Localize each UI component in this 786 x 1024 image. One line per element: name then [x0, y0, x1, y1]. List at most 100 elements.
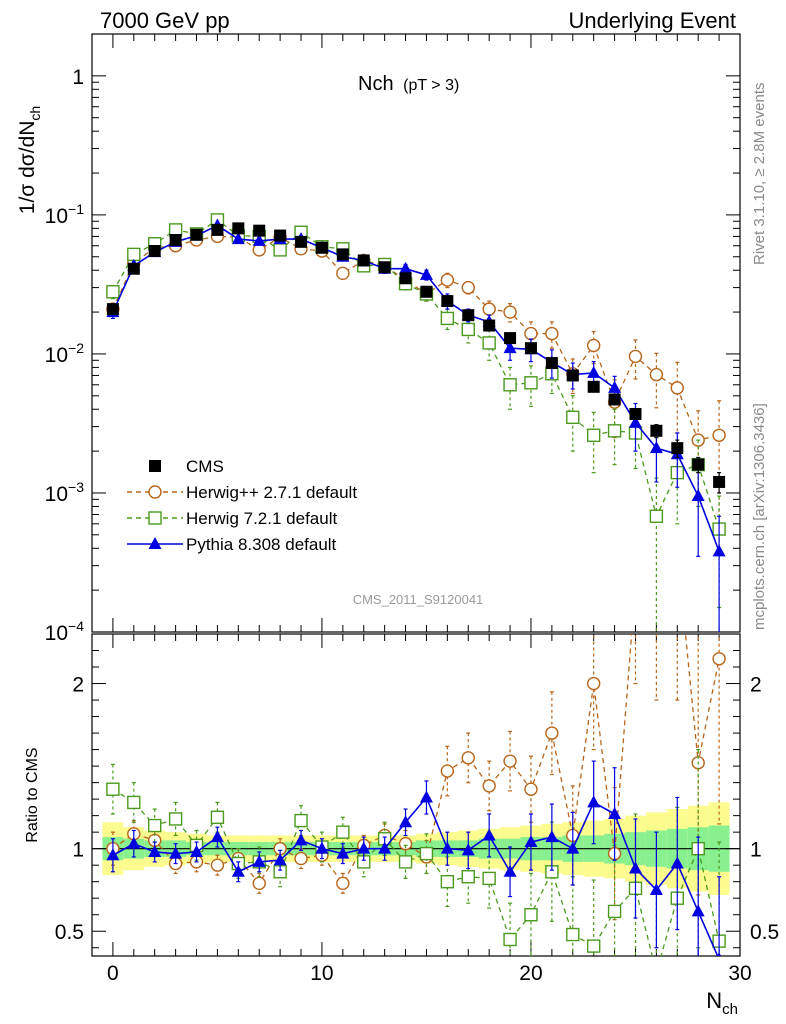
x-tick-label: 30: [728, 962, 751, 985]
main-herwig-2-7-1-default-point: [482, 302, 496, 316]
x-axis-label-main: N: [706, 988, 722, 1013]
main-cms-point: [462, 309, 475, 322]
analysis-watermark: CMS_2011_S9120041: [353, 592, 484, 607]
ratio-herwig-7-2-1-default-point: [461, 870, 475, 884]
main-pythia-8-308-default-point: [587, 365, 601, 378]
main-herwig-2-7-1-default-point: [670, 381, 684, 395]
ratio-herwig-7-2-1-default-point: [650, 967, 662, 979]
legend-marker: [149, 460, 161, 472]
plot-title: Nch (pT > 3): [358, 73, 459, 95]
rivet-version-label: Rivet 3.1.10, ≥ 2.8M events: [751, 83, 768, 266]
main-cms-point: [545, 357, 558, 370]
ratio-herwig-2-7-1-default-point: [586, 676, 601, 691]
ratio-pythia-8-308-default-point: [294, 833, 308, 846]
ratio-herwig-7-2-1-default-point: [106, 782, 120, 796]
ratio-herwig-2-7-1-default-point: [482, 779, 496, 793]
main-cms-point: [378, 261, 391, 274]
ratio-herwig-7-2-1-default-point: [524, 908, 538, 922]
ratio-pythia-8-308-default-point: [336, 846, 350, 859]
ratio-series-layer: [106, 545, 726, 979]
main-cms-point: [169, 233, 182, 246]
ratio-herwig-2-7-1-default-point: [461, 751, 475, 765]
ratio-pythia-8-308-default-point: [461, 843, 475, 856]
main-cms-point: [441, 295, 454, 308]
ratio-band-layer: [92, 802, 740, 895]
main-cms-point: [106, 303, 119, 316]
main-axis-ticks: 110−110−210−310−4: [45, 33, 741, 645]
main-y-tick-label-base: 1: [72, 66, 84, 89]
main-cms-point: [566, 369, 579, 382]
main-y-tick-label: 10−3: [45, 479, 85, 506]
ratio-pythia-8-308-default-point: [608, 806, 622, 819]
ratio-pythia-8-308-default-point: [649, 882, 663, 895]
ratio-herwig-2-7-1-default-point: [252, 876, 266, 891]
main-y-tick-label: 10−2: [45, 340, 85, 367]
ratio-herwig-7-2-1-default-point: [148, 818, 162, 833]
main-cms-point: [232, 222, 245, 235]
ratio-pythia-8-308-default-point: [399, 815, 413, 828]
ratio-herwig-2-7-1-default-point: [524, 782, 538, 796]
main-herwig-2-7-1-default-point: [712, 428, 726, 442]
ratio-pythia-8-308-default-point: [628, 861, 642, 874]
ratio-y-tick-label-right: 1: [750, 839, 762, 862]
x-tick-label: 10: [310, 962, 333, 985]
ratio-pythia-8-308-default-point: [670, 856, 684, 869]
main-cms-point: [587, 380, 600, 393]
legend-marker: [148, 511, 162, 525]
main-herwig-7-2-1-default-point: [106, 285, 120, 299]
main-cms-point: [127, 262, 140, 275]
main-plot-frame: [91, 33, 741, 633]
legend: CMS Herwig++ 2.7.1 default Herwig 7.2.1 de…: [127, 457, 357, 554]
ratio-pythia-8-308-default-point: [378, 841, 392, 854]
ratio-pythia-8-308-default-point: [210, 830, 224, 843]
main-cms-point: [253, 224, 266, 237]
ratio-pythia-8-308-default-point: [169, 846, 183, 859]
ratio-pythia-8-308-default-point: [524, 835, 538, 848]
header-left-label: 7000 GeV pp: [100, 8, 230, 33]
ratio-y-tick-label-right: 2: [750, 674, 762, 697]
main-herwig-2-7-1-default-point: [461, 280, 475, 295]
main-herwig-2-7-1-default-point: [586, 338, 601, 353]
main-y-tick-label-base: 10: [45, 344, 68, 367]
ratio-y-axis-label: Ratio to CMS: [24, 747, 41, 842]
main-pythia-8-308-default-point: [252, 233, 266, 246]
main-cms-point: [692, 458, 705, 471]
ratio-pythia-8-308-default-point: [357, 841, 371, 854]
main-pythia-8-308-default-point: [399, 261, 413, 274]
ratio-pythia-8-308-default-point: [717, 952, 722, 956]
main-pythia-8-308-default-point: [649, 441, 663, 454]
ratio-pythia-8-308-default-point: [691, 904, 705, 917]
ratio-herwig-2-7-1-default-point: [210, 858, 225, 872]
ratio-pythia-8-308-default-point: [587, 795, 601, 808]
ratio-y-tick-label-right: 0.5: [750, 921, 779, 944]
plot-title-sub: (pT > 3): [403, 77, 459, 94]
legend-label: Herwig 7.2.1 default: [186, 509, 337, 528]
ratio-herwig-2-7-1-default-point: [398, 837, 413, 851]
x-tick-label: 0: [107, 962, 119, 985]
main-cms-point: [713, 475, 726, 488]
ratio-herwig-7-2-1-default-point: [566, 927, 580, 942]
ratio-pythia-8-308-default-point: [273, 853, 287, 866]
main-herwig-2-7-1-default-point: [440, 273, 455, 287]
main-herwig-7-2-1-default-point: [273, 243, 287, 257]
main-cms-point: [336, 248, 349, 261]
main-pythia-8-308-default-point: [691, 489, 705, 502]
ratio-herwig-7-2-1-default-point: [210, 810, 225, 824]
ratio-herwig-7-2-1-default-point: [440, 874, 455, 889]
main-herwig-7-2-1-default-point: [482, 336, 496, 350]
ratio-pythia-8-308-default-point: [482, 828, 496, 841]
main-herwig-2-7-1-default-point: [628, 349, 643, 364]
main-herwig-2-7-1-default-point: [649, 367, 664, 382]
ratio-herwig-2-7-1-default-point: [671, 545, 683, 557]
ratio-pythia-8-308-default-point: [440, 841, 454, 854]
main-pythia-8-308-default-point: [608, 380, 622, 393]
ratio-y-tick-label: 2: [72, 674, 84, 697]
ratio-herwig-7-2-1-default-point: [503, 932, 517, 947]
ratio-pythia-8-308-default-point: [106, 848, 120, 861]
main-y-axis-label-sub: ch: [27, 106, 43, 121]
ratio-herwig-7-2-1-default-point: [168, 812, 183, 826]
main-y-tick-label-exp: −4: [68, 618, 84, 634]
main-herwig-7-2-1-default-point: [586, 428, 601, 442]
main-cms-point: [295, 235, 308, 248]
